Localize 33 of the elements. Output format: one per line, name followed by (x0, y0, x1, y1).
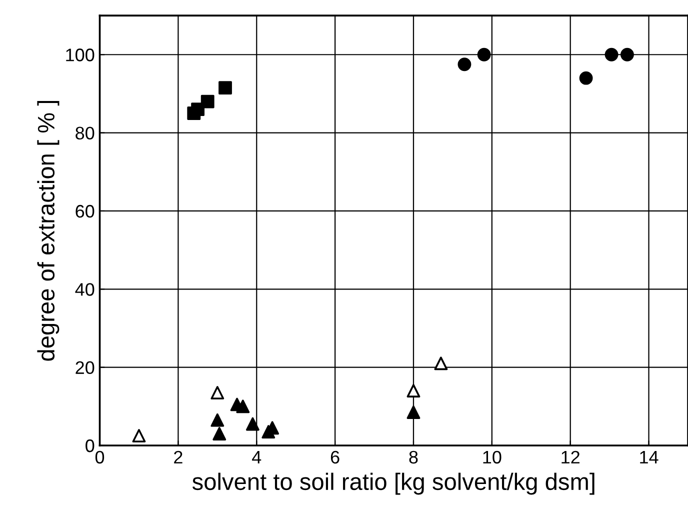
y-axis-title: degree of extraction [ % ] (37, 100, 60, 361)
point (210, 386, 224, 400)
x-tick-label: 10 (483, 450, 502, 464)
x-tick-label: 4 (252, 451, 262, 464)
x-axis-title: solvent to soil ratio [kg solvent/kg dsm] (192, 472, 594, 495)
point (406, 406, 420, 419)
y-tick-label: 0 (86, 439, 94, 452)
point (406, 384, 420, 398)
x-tick-label: 8 (409, 450, 418, 464)
point (218, 81, 232, 95)
x-tick-label: 2 (174, 450, 182, 464)
point (200, 94, 214, 108)
point (477, 48, 491, 62)
y-tick-label: 40 (75, 283, 94, 296)
y-tick-label: 60 (76, 204, 94, 218)
point (434, 356, 448, 370)
point (458, 58, 472, 72)
x-tick-label: 14 (640, 451, 658, 464)
x-tick-label: 0 (95, 450, 104, 464)
x-tick-label: 12 (562, 450, 580, 464)
y-tick-label: 100 (66, 48, 94, 62)
point (132, 428, 146, 442)
point (604, 48, 618, 62)
x-tick-label: 6 (330, 450, 340, 464)
y-tick-label: 80 (76, 126, 94, 140)
point (236, 400, 250, 414)
point (210, 413, 224, 427)
point (246, 417, 260, 431)
point (191, 102, 205, 116)
point (579, 71, 593, 85)
y-tick-label: 20 (76, 361, 94, 374)
point (212, 427, 226, 440)
point (620, 48, 634, 62)
